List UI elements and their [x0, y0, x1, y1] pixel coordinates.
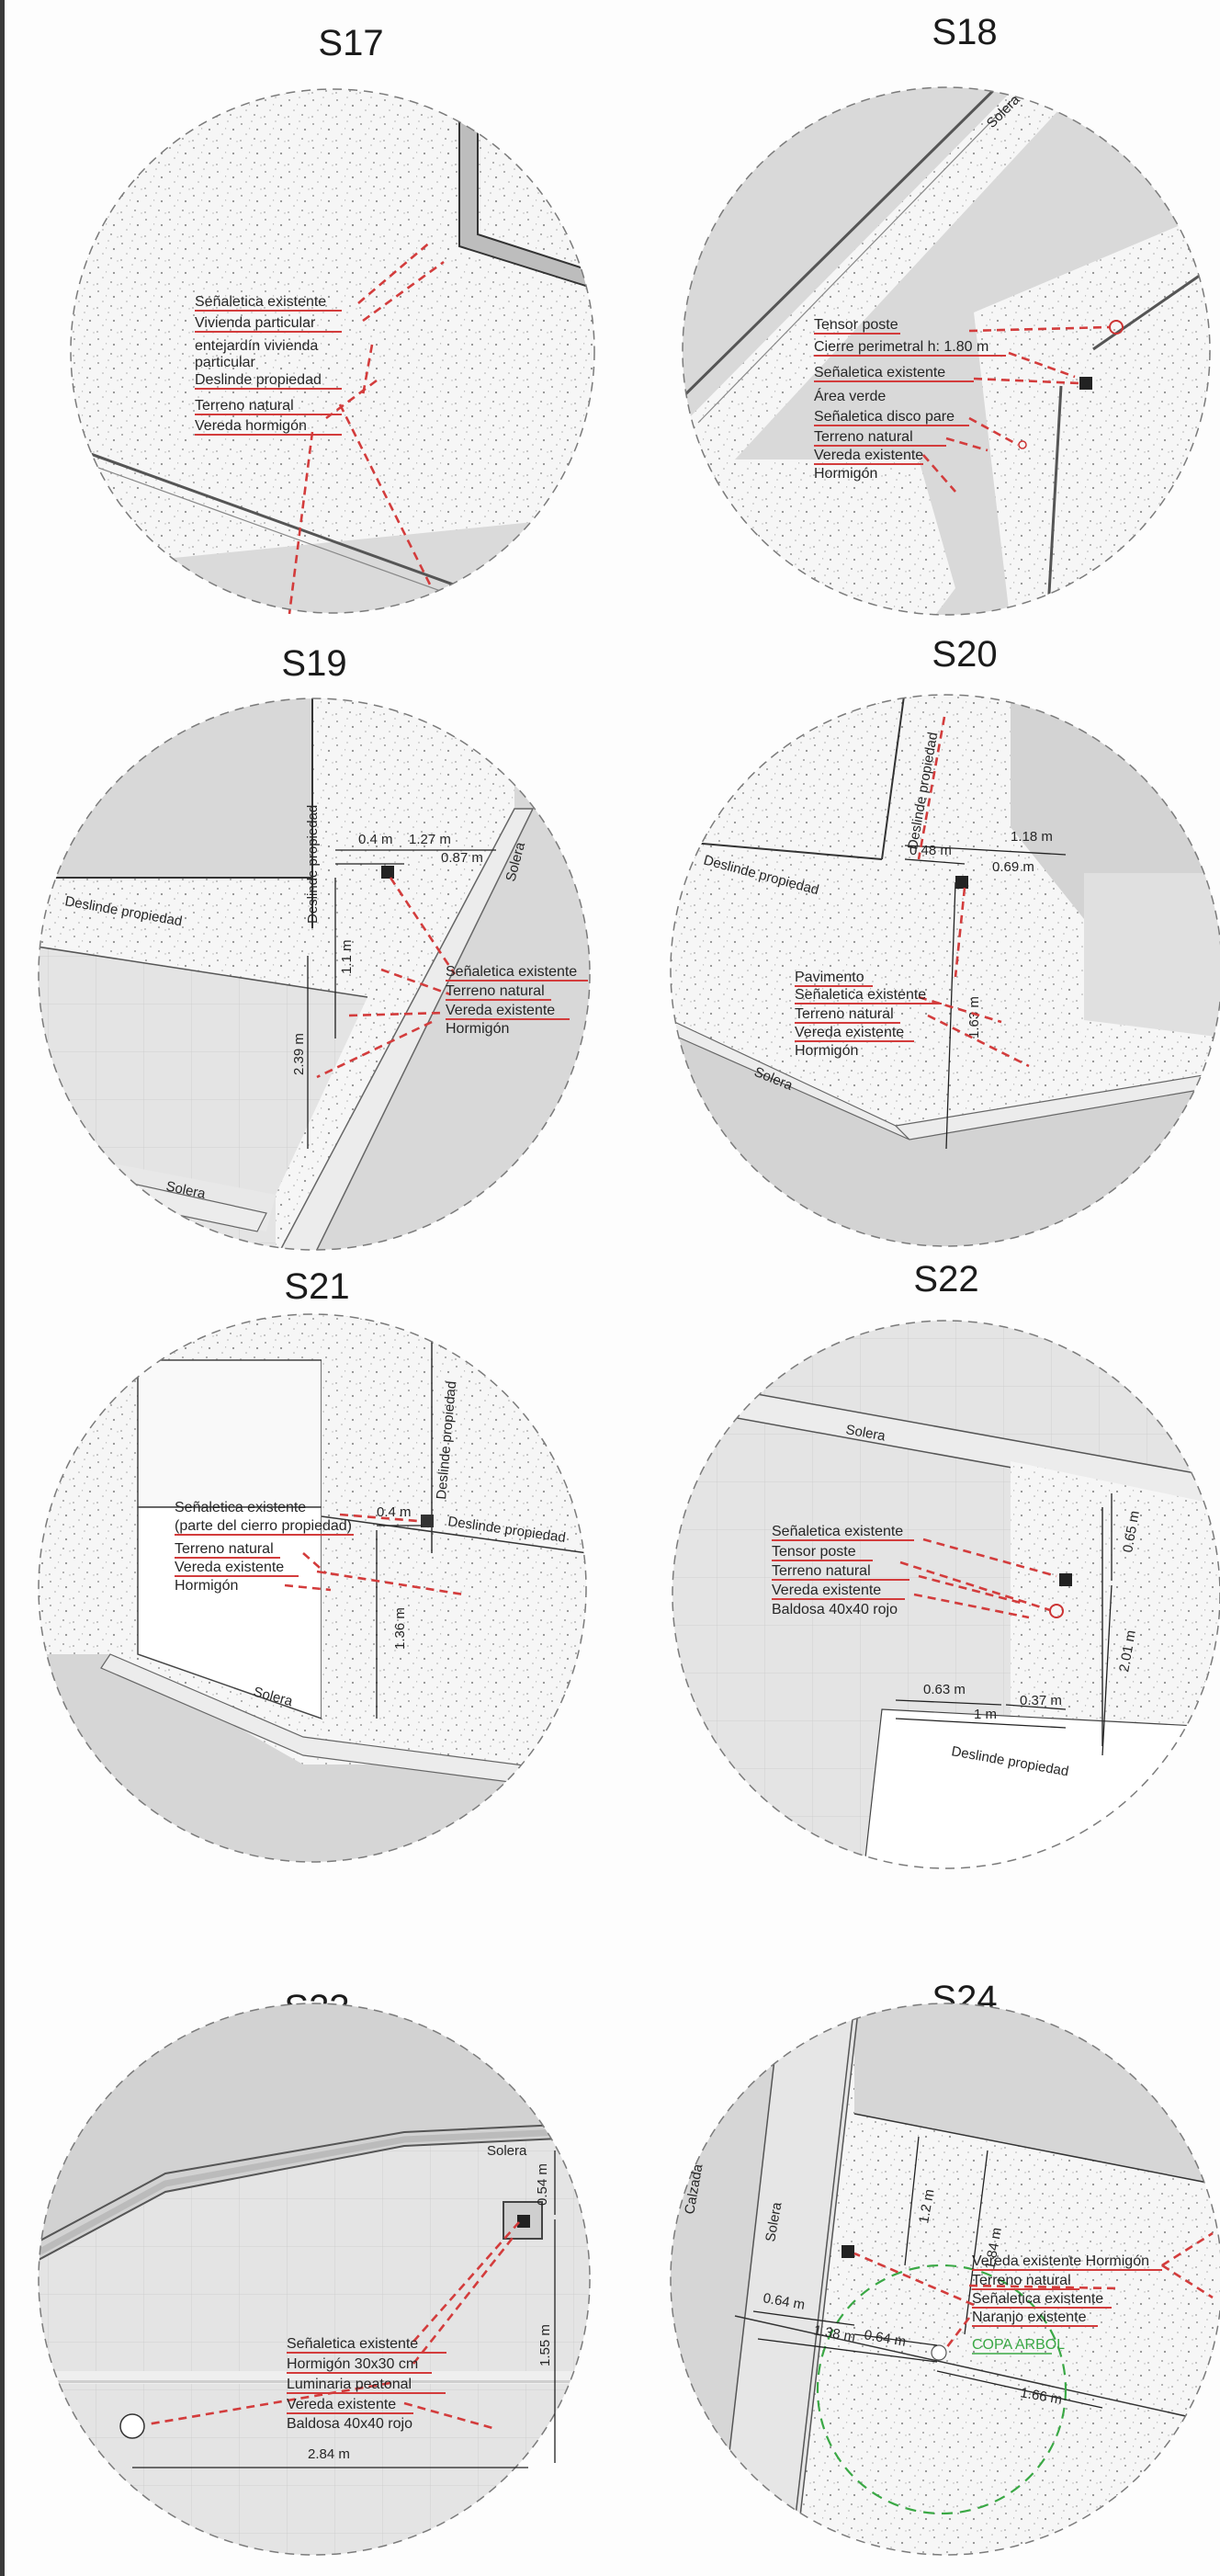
label-terreno: Terreno natural	[175, 1541, 274, 1557]
label-vereda: Vereda existente Hormigón	[972, 2253, 1149, 2269]
detail-title: S22	[913, 1259, 978, 1299]
detail-s24: S24 Calzada Solera 1.2 m 1.84 m 0.64 m	[670, 1979, 1220, 2556]
sheet-edge	[0, 0, 5, 2576]
dim-239: 2.39 m	[291, 1033, 307, 1075]
label-terreno: Terreno natural	[972, 2273, 1071, 2288]
dim-127: 1.27 m	[409, 832, 451, 847]
detail-title: S21	[284, 1266, 349, 1307]
detail-s17: S17 Señaletica existente Vivienda partic…	[70, 23, 595, 615]
dim-11: 1.1 m	[339, 939, 355, 974]
label-vereda: Vereda hormigón	[195, 418, 307, 434]
label-terreno: Terreno natural	[772, 1563, 871, 1579]
dim-1: 1 m	[974, 1707, 997, 1722]
detail-title: S19	[281, 643, 346, 684]
detail-s18: S18 Solera Tensor poste Cierre peri	[682, 12, 1211, 616]
label-senaletica: Señaletica existente	[814, 365, 945, 380]
s19-labels: Señaletica existente Terreno natural Ver…	[446, 964, 588, 1037]
label-vereda: Vereda existente	[287, 2397, 396, 2412]
label-vereda: Vereda existente	[795, 1025, 904, 1040]
label-terreno: Terreno natural	[446, 983, 545, 999]
label-senaletica: Señaletica existente	[195, 294, 326, 310]
label-terreno: Terreno natural	[795, 1006, 894, 1022]
dim-12: 1.2 m	[916, 2188, 937, 2225]
label-baldosa: Baldosa 40x40 rojo	[772, 1602, 898, 1617]
dim-284: 2.84 m	[308, 2446, 350, 2462]
dim-054: 0.54 m	[535, 2163, 550, 2206]
detail-title: S20	[932, 634, 997, 675]
detail-s22: S22 Solera Deslinde propiedad 0.65 m 2.0…	[672, 1259, 1220, 1869]
label-vereda: Vereda existente	[814, 448, 923, 463]
detail-s20: S20 Deslinde propiedad Deslinde propieda…	[670, 634, 1220, 1247]
s21-labels: Señaletica existente (parte del cierro p…	[175, 1500, 354, 1594]
label-terreno: Terreno natural	[814, 429, 913, 445]
label-antejardin: entejardín vivienda	[195, 338, 318, 354]
label-senaletica: Señaletica existente	[175, 1500, 306, 1515]
s21-dimensions	[376, 1525, 423, 1719]
label-senaletica: Señaletica existente	[446, 964, 577, 980]
label-terreno: Terreno natural	[195, 398, 294, 414]
label-vereda: Vereda existente	[446, 1003, 555, 1018]
label-naranjo: Naranjo existente	[972, 2309, 1087, 2325]
dim-136: 1.36 m	[392, 1607, 408, 1650]
label-particular: particular	[195, 355, 255, 370]
label-hormigon: Hormigón	[446, 1021, 509, 1037]
s24-labels: Vereda existente Hormigón Terreno natura…	[972, 2253, 1162, 2355]
detail-s23: S23 Solera 0.54 m 1.55 m 2.84 m	[38, 1988, 591, 2556]
s23-labels: Señaletica existente Hormigón 30x30 cm L…	[287, 2336, 446, 2432]
label-hormigon: Hormigón 30x30 cm	[287, 2356, 418, 2372]
label-hormigon: Hormigón	[795, 1043, 858, 1059]
label-tensor: Tensor poste	[772, 1544, 856, 1560]
label-senaletica: Señaletica existente	[972, 2291, 1103, 2307]
dim-063: 0.63 m	[923, 1682, 966, 1697]
label-pavimento: Pavimento	[795, 970, 864, 985]
s18-labels: Tensor poste Cierre perimetral h: 1.80 m…	[814, 317, 1006, 482]
dim-048: 0.48 m	[909, 843, 952, 858]
dim-037: 0.37 m	[1020, 1693, 1062, 1708]
road-label-solera: Solera	[487, 2143, 527, 2159]
dim-04: 0.4 m	[358, 832, 393, 847]
detail-s19: S19 Deslinde propiedad Deslinde propieda…	[38, 643, 591, 1251]
detail-title: S18	[932, 12, 997, 52]
road-label-deslinde: Deslinde propiedad	[305, 805, 321, 924]
dim-163: 1.63 m	[966, 996, 982, 1038]
s22-labels: Señaletica existente Tensor poste Terren…	[772, 1524, 914, 1617]
label-senaletica: Señaletica existente	[795, 987, 926, 1003]
s20-labels: Pavimento Señaletica existente Terreno n…	[795, 970, 942, 1059]
label-hormigon: Hormigón	[175, 1578, 238, 1594]
label-luminaria: Luminaria peatonal	[287, 2377, 412, 2392]
label-vereda: Vereda existente	[772, 1583, 881, 1598]
label-cierre: Cierre perimetral h: 1.80 m	[814, 339, 988, 355]
s20-dimensions	[904, 845, 1067, 1150]
dim-155: 1.55 m	[537, 2324, 553, 2366]
label-area-verde: Área verde	[814, 387, 886, 404]
label-tensor: Tensor poste	[814, 317, 898, 333]
label-vereda: Vereda existente	[175, 1560, 284, 1575]
label-senaletica: Señaletica existente	[772, 1524, 903, 1539]
label-parte-cierro: (parte del cierro propiedad)	[175, 1518, 352, 1534]
label-baldosa: Baldosa 40x40 rojo	[287, 2416, 412, 2432]
s19-dimensions	[307, 849, 496, 1149]
label-senaletica: Señaletica existente	[287, 2336, 418, 2352]
label-deslinde: Deslinde propiedad	[195, 372, 322, 388]
s22-dimensions	[895, 1493, 1113, 1756]
dim-04: 0.4 m	[377, 1504, 412, 1520]
s23-dimensions	[132, 2150, 556, 2468]
dim-118: 1.18 m	[1011, 829, 1053, 845]
label-disco-pare: Señaletica disco pare	[814, 409, 955, 425]
label-copa-arbol: COPA ARBOL	[972, 2337, 1065, 2353]
label-vivienda: Vivienda particular	[195, 315, 316, 331]
dim-087: 0.87 m	[441, 850, 483, 866]
s17-labels: Señaletica existente Vivienda particular…	[195, 294, 342, 436]
detail-title: S17	[318, 23, 383, 63]
dim-069: 0.69 m	[992, 859, 1034, 875]
detail-s21: S21 Deslinde propiedad Deslinde propieda…	[38, 1266, 587, 1863]
label-hormigon: Hormigón	[814, 466, 877, 482]
